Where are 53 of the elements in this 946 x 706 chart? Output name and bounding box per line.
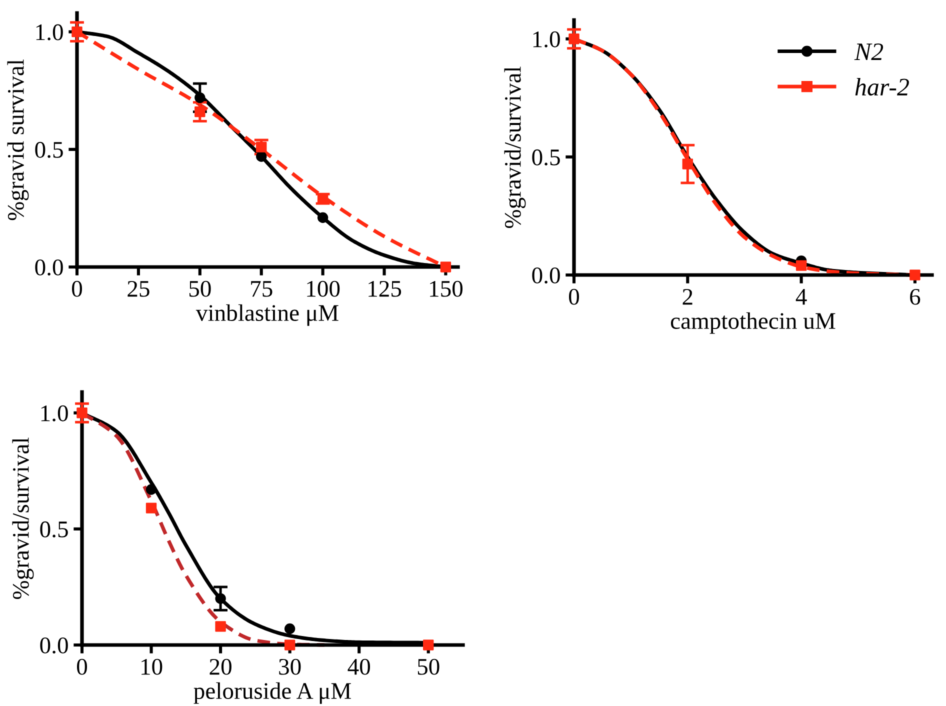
point (215, 593, 226, 604)
point (146, 502, 157, 514)
x-tick-label: 150 (430, 280, 463, 297)
x-tick-label: 6 (910, 288, 920, 305)
x-axis-title: vinblastine μM (196, 304, 338, 326)
point (284, 640, 296, 650)
point (146, 484, 157, 495)
point (256, 142, 267, 152)
point (568, 34, 580, 44)
x-tick-label: 4 (796, 289, 807, 305)
point (796, 260, 807, 271)
point (215, 621, 226, 632)
y-tick-label: 1.0 (36, 24, 63, 40)
point (440, 262, 452, 272)
x-tick-label: 50 (189, 280, 211, 297)
y-axis-title: %gravid survival (7, 59, 29, 220)
x-axis-title: peloruside A μM (194, 682, 351, 704)
x-tick-label: 125 (368, 280, 402, 297)
y-tick-label: 0.5 (532, 149, 560, 166)
x-tick-label: 30 (279, 658, 301, 675)
y-tick-label: 0.5 (40, 521, 68, 538)
y-tick-label: 1.0 (533, 31, 560, 48)
x-tick-label: 75 (251, 281, 272, 297)
x-tick-label: 25 (128, 280, 150, 297)
x-tick-label: 10 (142, 658, 162, 675)
point (194, 106, 206, 118)
x-tick-label: 0 (72, 280, 82, 297)
point (682, 158, 694, 170)
x-tick-label: 0 (568, 288, 580, 305)
x-tick-label: 20 (210, 658, 232, 675)
y-tick-label: 0.0 (40, 637, 68, 654)
legend-label: N2 (854, 43, 884, 60)
y-tick-label: 0.5 (35, 142, 63, 158)
y-tick-label: 0.0 (532, 267, 560, 284)
point (256, 151, 267, 162)
point (76, 408, 88, 418)
y-tick-label: 1.0 (41, 405, 68, 422)
x-tick-label: 100 (307, 280, 340, 297)
point (317, 212, 328, 223)
point (910, 270, 920, 280)
x-tick-label: 0 (76, 658, 88, 675)
x-tick-label: 2 (682, 288, 692, 305)
y-tick-label: 0.0 (35, 259, 63, 276)
point (194, 92, 206, 104)
legend-label: har-2 (855, 78, 909, 96)
x-tick-label: 50 (418, 658, 440, 675)
point (72, 26, 82, 38)
y-axis-title: %gravid/survival (12, 438, 34, 599)
y-axis-title: %gravid/survival (504, 66, 526, 228)
point (423, 640, 434, 650)
x-axis-title: camptothecin uM (670, 312, 836, 334)
x-tick-label: 40 (348, 658, 370, 675)
point (284, 623, 296, 634)
